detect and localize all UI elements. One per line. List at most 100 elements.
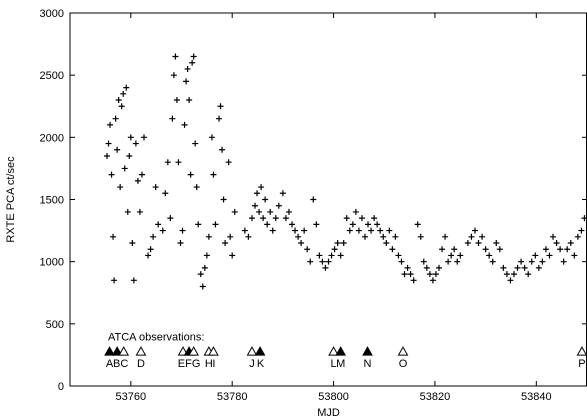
data-point [183,78,190,85]
axis-ticks [70,12,587,387]
data-point [518,258,525,265]
data-point [164,159,171,166]
data-point [496,246,503,253]
data-point [267,208,274,215]
data-point [581,215,587,222]
data-point [169,115,176,122]
data-point [127,134,134,141]
data-point [398,258,405,265]
atca-marker-open [188,346,200,356]
data-point [532,252,539,259]
y-tick-label: 1000 [40,257,64,269]
data-point [159,227,166,234]
data-point [145,252,152,259]
data-point [105,140,112,147]
data-point [578,227,585,234]
data-point [292,227,299,234]
x-tick-label: 53840 [521,391,552,403]
data-point [503,271,510,278]
data-point [111,277,118,284]
data-point [482,246,489,253]
data-point [260,215,267,222]
data-point [542,246,549,253]
data-point [241,227,248,234]
x-tick-label: 53820 [420,391,451,403]
data-point [417,233,424,240]
data-point [170,72,177,79]
data-point [429,277,436,284]
data-point [272,215,279,222]
atca-marker-filled [335,346,347,356]
data-point [227,233,234,240]
data-point [197,271,204,278]
data-point [383,240,390,247]
data-point [220,196,227,203]
data-point [442,233,449,240]
data-point [316,252,323,259]
data-point [361,233,368,240]
data-point [258,184,265,191]
data-point [225,159,232,166]
data-point [172,53,179,60]
y-tick-label: 1500 [40,195,64,207]
data-point [451,246,458,253]
data-point [264,221,271,228]
y-tick-label: 0 [58,381,64,393]
atca-marker-filled [104,346,115,356]
data-point [301,227,308,234]
data-point [217,103,224,110]
data-point [560,258,567,265]
data-point [514,264,521,271]
data-point [184,65,191,72]
data-point [334,240,341,247]
data-point [486,252,493,259]
data-point [322,264,329,271]
data-point [328,252,335,259]
atca-label: P [578,358,585,370]
data-point [395,252,402,259]
data-point [352,208,359,215]
data-point [500,264,507,271]
data-point [262,196,269,203]
data-point [107,121,114,128]
data-point [147,246,154,253]
data-point [279,190,286,197]
data-point [535,264,542,271]
data-point [310,196,317,203]
data-point [343,215,350,222]
atca-label: L [331,358,337,370]
atca-marker-filled [254,346,266,356]
data-point [479,233,486,240]
data-point [199,283,206,290]
y-tick-label: 2000 [40,132,64,144]
data-point [252,202,259,209]
data-point [110,233,117,240]
y-tick-label: 500 [46,319,64,331]
data-point [468,233,475,240]
data-point [337,252,344,259]
data-point [564,246,571,253]
data-point [118,103,125,110]
data-point [112,115,119,122]
data-point [254,190,261,197]
atca-marker-open [576,346,587,356]
plot-frame [69,12,587,387]
data-point [493,240,500,247]
data-point [307,258,314,265]
data-point [557,246,564,253]
x-tick-label: 53800 [318,391,349,403]
data-point [358,215,365,222]
data-point [289,221,296,228]
data-point [141,134,148,141]
data-point [114,146,121,153]
data-point [386,227,393,234]
data-point [389,246,396,253]
y-tick-label: 2500 [40,70,64,82]
atca-label: M [336,358,345,370]
atca-label: A [106,358,114,370]
data-point [420,258,427,265]
data-point [126,152,133,159]
data-point [173,97,180,104]
data-point [192,140,199,147]
